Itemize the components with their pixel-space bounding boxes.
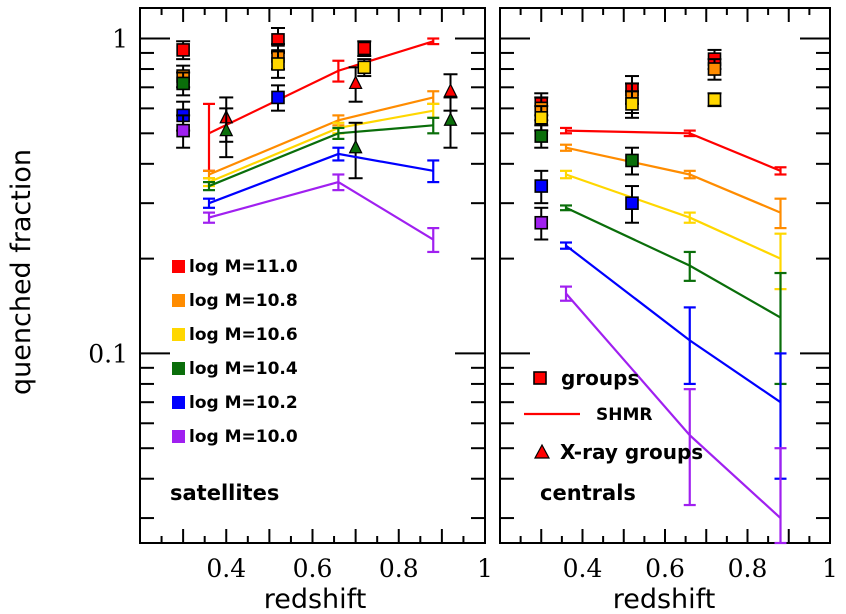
x-tick-label: 1: [477, 554, 493, 583]
legend-label: X-ray groups: [560, 440, 703, 464]
xray-marker: [348, 75, 363, 90]
x-tick-label: 0.6: [293, 554, 333, 583]
group-marker: [707, 62, 722, 76]
group-marker: [357, 41, 372, 56]
group-marker: [534, 129, 549, 143]
x-axis-title-right: redshift: [613, 584, 716, 614]
legend-label: log M=10.4: [189, 359, 298, 379]
group-marker: [534, 215, 549, 230]
legend-swatch: [172, 430, 185, 443]
model-line: [208, 40, 434, 135]
model-line: [565, 173, 781, 260]
panel-label: satellites: [170, 481, 279, 505]
legend-label: log M=10.0: [189, 427, 298, 447]
group-marker: [625, 153, 639, 168]
legend-label: log M=11.0: [189, 257, 298, 277]
xray-marker: [348, 139, 363, 154]
group-marker: [707, 92, 722, 107]
y-axis-title: quenched fraction: [6, 149, 37, 395]
xray-marker: [443, 111, 458, 126]
x-tick-label: 0.6: [645, 554, 685, 583]
legend-swatch: [172, 396, 185, 409]
legend-label: log M=10.6: [189, 325, 298, 345]
group-marker: [625, 97, 639, 111]
xray-marker: [443, 82, 458, 97]
panel-satellites: 0.4 0.6 0.8 1 0.1 1 log M=11.0 log M=10.8 log M=…: [88, 7, 493, 583]
x-tick-label: 0.4: [206, 554, 246, 583]
group-marker: [271, 90, 285, 105]
x-axis-title-left: redshift: [264, 584, 367, 614]
x-tick-label: 0.8: [728, 554, 768, 583]
group-marker: [357, 60, 372, 75]
group-marker: [176, 76, 190, 91]
group-marker: [534, 111, 549, 125]
y-tick-label: 0.1: [88, 339, 128, 368]
model-line: [565, 206, 782, 319]
x-tick-label: 0.8: [379, 554, 419, 583]
legend-xray-marker: [533, 443, 551, 459]
legend-swatch: [172, 362, 185, 375]
legend-label: groups: [561, 366, 639, 390]
y-tick-label: 1: [112, 25, 128, 54]
group-marker: [176, 43, 190, 57]
xray-marker: [219, 122, 234, 137]
group-marker: [625, 196, 639, 210]
legend-label: log M=10.8: [189, 291, 298, 311]
x-tick-label: 1: [822, 554, 838, 583]
panel-centrals: 0.4 0.6 0.8 1 groups SHMR X-ray groups centrals: [499, 7, 838, 583]
group-marker: [176, 123, 190, 138]
panel-label: centrals: [540, 481, 636, 505]
model-line: [565, 129, 781, 172]
legend-groups-marker: [533, 371, 547, 385]
legend-swatch: [172, 294, 185, 307]
x-tick-label: 0.4: [563, 554, 603, 583]
legend-swatch: [172, 328, 185, 341]
legend-label: log M=10.2: [189, 393, 298, 413]
group-marker: [534, 179, 549, 193]
legend-label: SHMR: [596, 405, 652, 425]
group-marker: [271, 57, 285, 71]
legend-swatch: [172, 260, 185, 273]
